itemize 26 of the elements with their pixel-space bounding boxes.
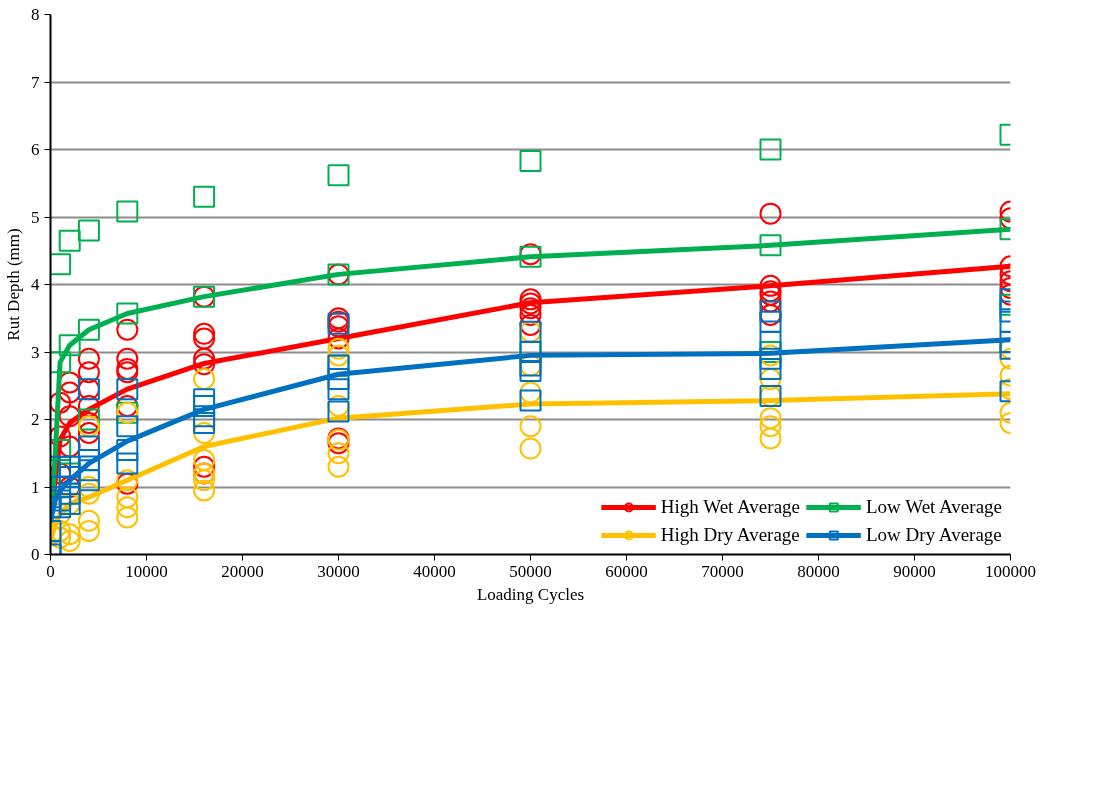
y-tick-label: 5 — [31, 207, 40, 227]
legend-label: High Wet Average — [660, 496, 800, 518]
x-tick-label: 30000 — [317, 561, 360, 581]
legend-label: Low Dry Average — [866, 524, 1002, 546]
x-tick-label: 40000 — [413, 561, 456, 581]
legend-label: High Dry Average — [660, 524, 800, 546]
x-tick-label: 80000 — [797, 561, 840, 581]
y-tick-label: 7 — [31, 72, 40, 92]
x-tick-label: 20000 — [221, 561, 264, 581]
legend-label: Low Wet Average — [866, 496, 1002, 518]
x-tick-label: 100000 — [985, 561, 1036, 581]
x-tick-label: 90000 — [893, 561, 936, 581]
x-tick-label: 70000 — [701, 561, 744, 581]
y-tick-label: 6 — [31, 140, 40, 159]
x-tick-label: 0 — [46, 561, 55, 581]
x-axis-title: Loading Cycles — [476, 584, 585, 604]
y-tick-label: 1 — [31, 477, 40, 497]
y-tick-label: 3 — [31, 342, 40, 362]
y-tick-label: 2 — [31, 410, 40, 429]
x-tick-label: 10000 — [125, 561, 168, 581]
y-tick-label: 4 — [31, 275, 40, 294]
y-tick-label: 8 — [31, 5, 40, 24]
y-tick-label: 0 — [31, 545, 40, 564]
y-axis-title: Rut Depth (mm) — [4, 228, 23, 341]
x-tick-label: 50000 — [509, 561, 552, 581]
x-tick-label: 60000 — [605, 561, 648, 581]
